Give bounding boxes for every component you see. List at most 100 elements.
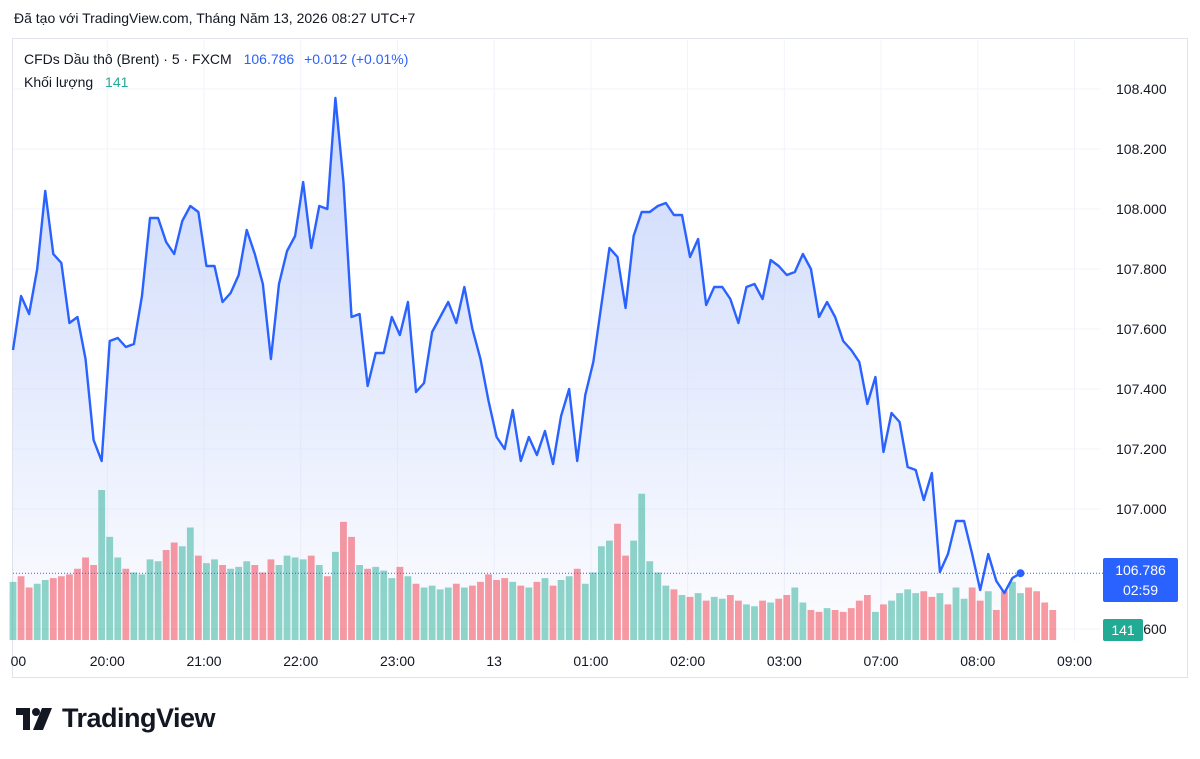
- volume-bar: [646, 561, 654, 640]
- x-tick-label: 22:00: [283, 653, 318, 669]
- volume-bar: [678, 595, 686, 640]
- x-tick-label: 07:00: [864, 653, 899, 669]
- volume-bar: [122, 568, 130, 640]
- volume-bar: [170, 542, 178, 640]
- volume-bar: [581, 583, 589, 640]
- volume-bar: [928, 596, 936, 641]
- volume-bar: [299, 559, 307, 641]
- volume-bar: [203, 563, 210, 641]
- volume-bar: [162, 550, 170, 640]
- area-shape: [13, 98, 1021, 641]
- volume-bar: [775, 598, 783, 640]
- volume-bar: [694, 593, 702, 641]
- tradingview-logo-icon: [16, 707, 52, 730]
- volume-bar: [41, 580, 49, 640]
- volume-bars: [9, 490, 1057, 641]
- volume-bar: [291, 557, 299, 640]
- volume-bar: [130, 572, 138, 640]
- volume-bar: [960, 598, 968, 640]
- volume-bar: [517, 585, 525, 641]
- volume-bar: [952, 587, 960, 640]
- volume-bar: [154, 561, 162, 640]
- volume-bar: [17, 576, 25, 640]
- volume-bar: [936, 593, 944, 641]
- tradingview-brand[interactable]: TradingView: [16, 703, 216, 734]
- volume-bar: [888, 600, 895, 641]
- volume-bar: [186, 527, 194, 640]
- volume-bar: [799, 602, 807, 640]
- volume-bar: [509, 581, 517, 641]
- y-tick-label: 107.200: [1116, 441, 1167, 457]
- x-tick-label: 20:00: [90, 653, 125, 669]
- legend-last-price: 106.786: [243, 51, 295, 67]
- volume-bar: [235, 566, 243, 641]
- x-tick-label: 01:00: [573, 653, 608, 669]
- y-axis[interactable]: 108.400 108.200 108.000 107.800 107.600 107.4…: [1116, 81, 1167, 637]
- volume-bar: [493, 580, 500, 640]
- y-tick-label: 107.000: [1116, 501, 1167, 517]
- y-tick-label: 108.400: [1116, 81, 1167, 97]
- volume-bar: [25, 587, 33, 640]
- volume-bar: [751, 606, 758, 640]
- brand-name: TradingView: [62, 703, 216, 733]
- volume-bar: [469, 585, 476, 641]
- volume-bar: [444, 587, 452, 640]
- volume-bar: [1033, 591, 1041, 640]
- volume-bar: [460, 587, 468, 640]
- legend-symbol[interactable]: CFDs Dầu thô (Brent) · 5 · FXCM: [24, 51, 232, 67]
- last-price-point: [1016, 569, 1025, 578]
- volume-bar: [98, 490, 106, 640]
- volume-bar: [396, 566, 404, 641]
- volume-bar: [702, 600, 710, 641]
- volume-bar: [356, 565, 363, 640]
- volume-bar: [589, 572, 597, 640]
- volume-bar: [565, 576, 573, 640]
- volume-bar: [863, 595, 871, 640]
- volume-bar: [630, 540, 638, 641]
- x-tick-label: 23:00: [380, 653, 415, 669]
- volume-bar: [146, 559, 154, 641]
- volume-bar: [267, 559, 275, 641]
- volume-bar: [606, 540, 613, 641]
- x-tick-label: 08:00: [960, 653, 995, 669]
- volume-bar: [485, 574, 492, 641]
- volume-bar: [1041, 602, 1049, 640]
- volume-bar: [412, 583, 420, 640]
- volume-bar: [573, 568, 581, 640]
- volume-bar: [525, 587, 533, 640]
- volume-bar: [428, 585, 436, 641]
- volume-bar: [992, 610, 1000, 640]
- volume-bar: [783, 595, 791, 640]
- volume-bar: [823, 608, 831, 641]
- volume-bar: [49, 578, 57, 641]
- volume-bar: [968, 587, 976, 640]
- volume-bar: [307, 555, 315, 641]
- volume-bar: [33, 583, 41, 640]
- volume-bar: [855, 600, 863, 641]
- x-tick-label: 21:00: [186, 653, 221, 669]
- volume-bar: [533, 581, 541, 641]
- volume-bar: [670, 589, 678, 641]
- volume-bar: [348, 536, 355, 641]
- last-price-tag-value: 106.786: [1115, 562, 1166, 578]
- volume-bar: [66, 574, 73, 641]
- volume-bar: [710, 596, 718, 641]
- volume-bar: [82, 557, 89, 640]
- chart-pane[interactable]: [12, 38, 1188, 678]
- volume-bar: [662, 585, 670, 641]
- volume-bar: [1009, 581, 1016, 641]
- volume-bar: [984, 591, 992, 640]
- volume-bar: [872, 611, 879, 641]
- x-tick-label: 00: [11, 653, 27, 669]
- legend-volume-value: 141: [105, 74, 129, 90]
- volume-bar: [847, 608, 855, 641]
- volume-bar: [759, 600, 766, 641]
- volume-bar: [340, 521, 347, 641]
- x-axis[interactable]: 00 20:00 21:00 22:00 23:00 13 01:00 02:00 03:00 0…: [11, 653, 1093, 669]
- volume-bar: [436, 589, 444, 641]
- legend-volume-label[interactable]: Khối lượng: [24, 74, 94, 90]
- y-tick-label: 108.000: [1116, 201, 1167, 217]
- volume-bar: [283, 555, 291, 641]
- volume-bar: [332, 551, 339, 641]
